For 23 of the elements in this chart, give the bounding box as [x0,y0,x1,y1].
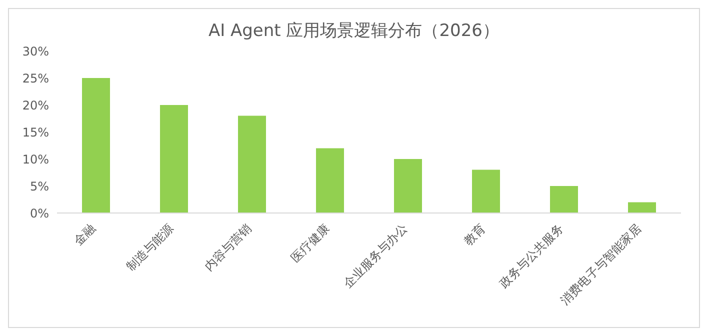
y-tick-label: 30% [22,44,49,58]
bar [238,116,266,213]
bar [628,202,656,213]
y-tick-label: 10% [22,152,49,166]
bar [160,105,188,213]
bar [316,148,344,213]
bar [472,170,500,213]
chart-title: AI Agent 应用场景逻辑分布（2026） [207,20,501,43]
x-tick-label: 政务与公共服务 [496,221,566,291]
x-tick-label: 制造与能源 [124,221,176,274]
bar [394,159,422,213]
y-tick-label: 20% [22,98,49,112]
x-tick-label: 教育 [461,221,488,248]
bar [550,186,578,213]
bar [82,78,110,213]
y-tick-label: 0% [30,206,49,220]
x-tick-label: 金融 [71,221,98,248]
y-tick-label: 5% [30,179,49,194]
y-tick-label: 15% [22,125,49,140]
x-tick-label: 医疗健康 [288,221,332,266]
x-tick-label: 企业服务与办公 [340,221,410,291]
x-tick-label: 内容与营销 [202,221,254,274]
y-tick-label: 25% [22,71,49,86]
